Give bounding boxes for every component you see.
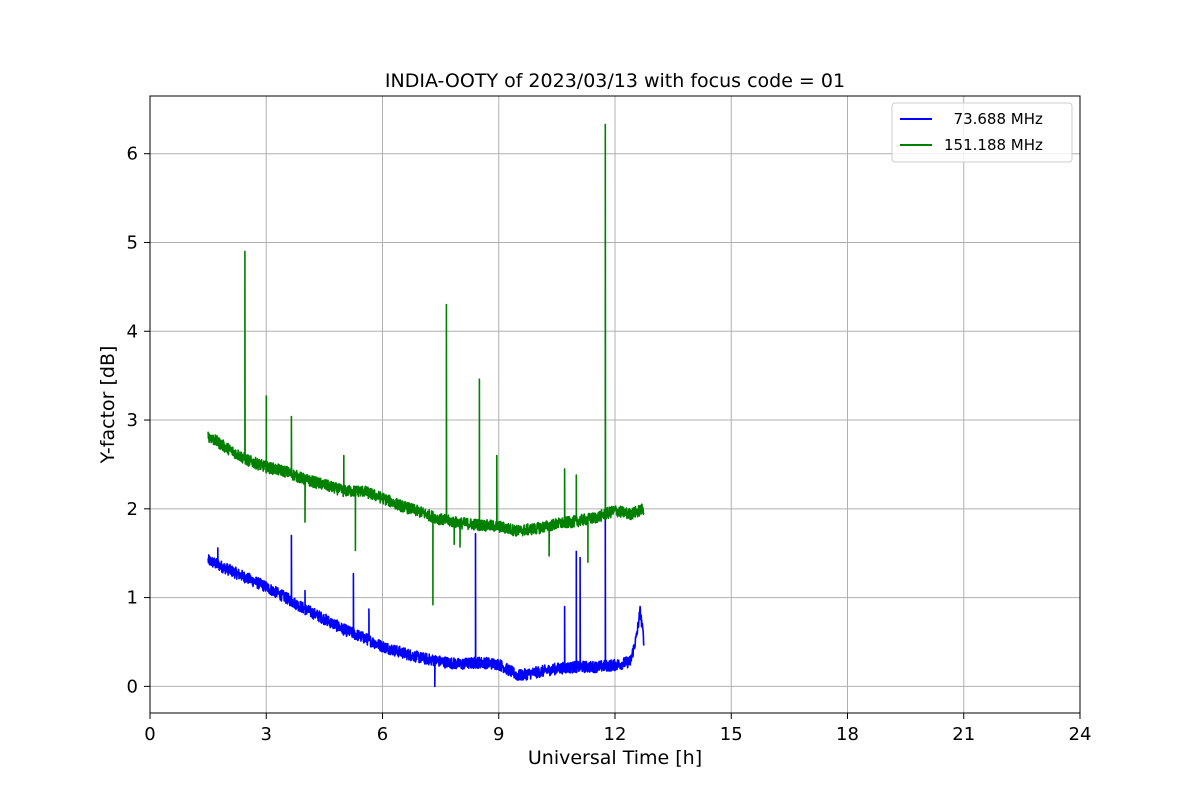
x-tick-label: 15 <box>720 724 743 745</box>
x-tick-label: 3 <box>261 724 272 745</box>
grid <box>149 96 1081 713</box>
y-tick-label: 1 <box>127 588 138 609</box>
legend-box <box>891 102 1073 163</box>
x-tick-label: 12 <box>604 724 627 745</box>
x-tick-label: 9 <box>493 724 504 745</box>
y-tick-label: 4 <box>127 321 138 342</box>
y-axis-title: Y-factor [dB] <box>97 346 119 465</box>
legend-label-73mhz: 73.688 MHz <box>944 110 1043 128</box>
x-tick-label: 6 <box>377 724 388 745</box>
legend: 73.688 MHz 151.188 MHz <box>891 102 1073 163</box>
legend-label-151mhz: 151.188 MHz <box>944 136 1043 154</box>
y-tick-label: 2 <box>127 499 138 520</box>
y-tick-label: 6 <box>127 144 138 165</box>
x-tick-label: 0 <box>144 724 155 745</box>
chart-title: INDIA-OOTY of 2023/03/13 with focus code… <box>385 70 845 92</box>
series-layer <box>207 123 645 688</box>
x-tick-label: 18 <box>836 724 859 745</box>
series-line-1 <box>207 123 645 606</box>
y-tick-label: 5 <box>127 232 138 253</box>
y-tick-label: 0 <box>127 676 138 697</box>
y-tick-label: 3 <box>127 410 138 431</box>
x-tick-label: 21 <box>952 724 975 745</box>
x-tick-label: 24 <box>1069 724 1092 745</box>
x-axis-title: Universal Time [h] <box>528 747 702 769</box>
series-line-0 <box>207 518 645 688</box>
